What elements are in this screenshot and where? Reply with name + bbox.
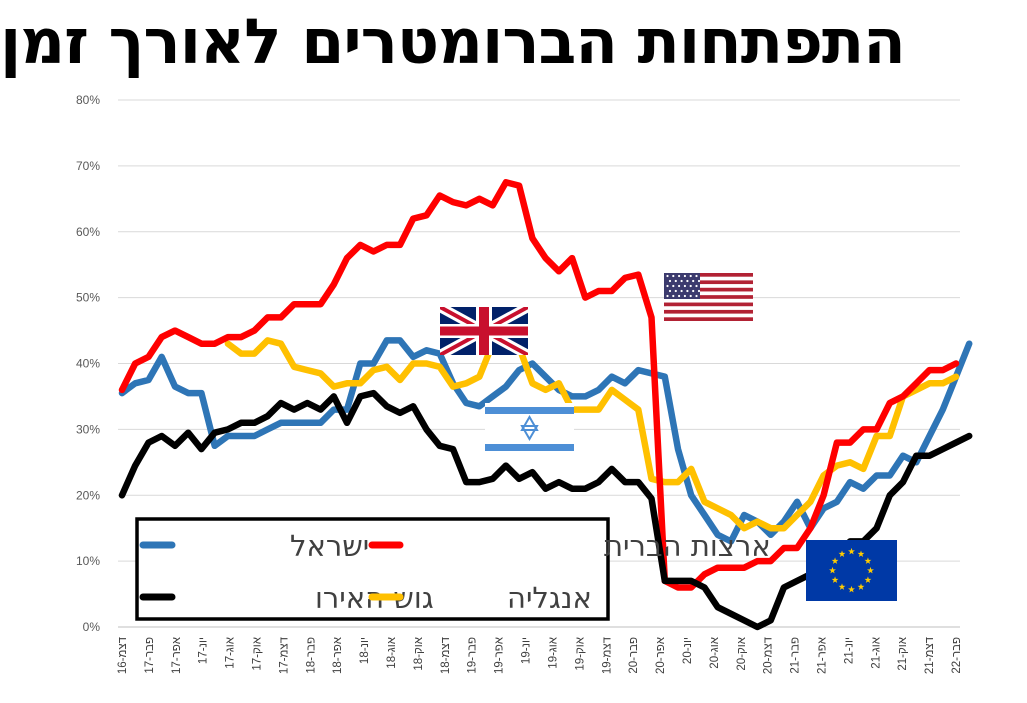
y-tick-label: 20% xyxy=(76,488,100,502)
y-axis-labels: 0% 10% 20% 30% 40% 50% 60% 70% 80% xyxy=(76,93,100,634)
x-tick-label: דצמ-18 xyxy=(440,636,452,674)
legend-label-usa: ארצות הברית xyxy=(604,529,771,563)
x-tick-label: דצמ-17 xyxy=(278,636,290,674)
x-tick-label: אוק-17 xyxy=(252,636,264,670)
y-tick-label: 70% xyxy=(76,159,100,173)
x-tick-label: דצמ-16 xyxy=(117,636,129,674)
y-tick-label: 80% xyxy=(76,93,100,107)
y-tick-label: 50% xyxy=(76,291,100,305)
x-tick-label: יונ-19 xyxy=(521,637,533,664)
x-tick-label: אוג-17 xyxy=(225,636,237,668)
x-tick-label: דצמ-20 xyxy=(763,636,775,674)
x-tick-label: פבר-19 xyxy=(467,637,479,674)
x-tick-label: אוג-21 xyxy=(870,636,882,668)
x-tick-label: יונ-18 xyxy=(359,637,371,664)
x-tick-label: אוק-21 xyxy=(897,636,909,670)
legend: ישראל ארצות הברית גוש האירו אנגליה xyxy=(135,517,771,621)
y-tick-label: 10% xyxy=(76,554,100,568)
x-tick-label: אוק-19 xyxy=(574,636,586,670)
uk-flag xyxy=(440,307,528,355)
line-chart: 0% 10% 20% 30% 40% 50% 60% 70% 80% דצמ-16 פבר-17 א… xyxy=(76,93,973,674)
x-tick-label: יונ-20 xyxy=(682,637,694,664)
x-tick-label: דצמ-21 xyxy=(924,636,936,674)
y-tick-label: 0% xyxy=(83,620,101,634)
x-tick-label: אוג-20 xyxy=(709,636,721,668)
x-tick-label: יונ-17 xyxy=(198,637,210,664)
x-tick-label: אוג-19 xyxy=(547,636,559,668)
x-tick-label: אפר-17 xyxy=(171,636,183,674)
legend-label-uk: אנגליה xyxy=(507,581,592,615)
x-tick-label: אפר-19 xyxy=(494,636,506,674)
y-tick-label: 30% xyxy=(76,422,100,436)
x-tick-label: אפר-20 xyxy=(655,636,667,674)
x-tick-label: פבר-20 xyxy=(628,637,640,674)
x-tick-label: אפר-21 xyxy=(816,636,828,674)
y-tick-label: 60% xyxy=(76,225,100,239)
eu-flag xyxy=(806,540,897,601)
series-line xyxy=(224,337,960,532)
x-axis-labels: דצמ-16 פבר-17 אפר-17 יונ-17 אוג-17 אוק-17 דצמ-… xyxy=(117,636,963,674)
x-tick-label: יונ-21 xyxy=(843,637,855,664)
y-tick-label: 40% xyxy=(76,357,100,371)
chart-title: התפתחות הברומטרים לאורך זמן xyxy=(0,4,906,78)
x-tick-label: פבר-22 xyxy=(951,637,963,674)
x-tick-label: פבר-21 xyxy=(790,637,802,674)
x-tick-label: פבר-17 xyxy=(144,637,156,674)
x-tick-label: אוק-20 xyxy=(736,636,748,670)
usa-flag xyxy=(664,273,753,321)
series-line xyxy=(118,337,973,545)
israel-flag xyxy=(485,403,574,455)
x-tick-label: דצמ-19 xyxy=(601,636,613,674)
x-tick-label: פבר-18 xyxy=(305,637,317,674)
series-line xyxy=(118,179,960,591)
legend-label-israel: ישראל xyxy=(290,529,369,563)
x-tick-label: אוק-18 xyxy=(413,636,425,670)
x-tick-label: אפר-18 xyxy=(332,636,344,674)
x-tick-label: אוג-18 xyxy=(386,636,398,668)
